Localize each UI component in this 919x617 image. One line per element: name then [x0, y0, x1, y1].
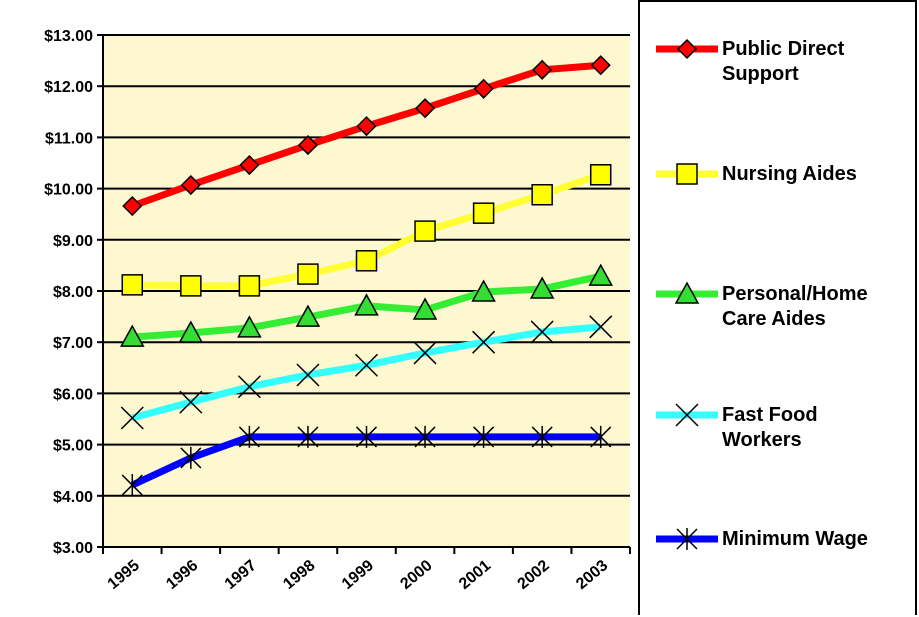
legend: Public Direct Support Nursing Aides Person…: [638, 0, 917, 615]
marker: [354, 353, 379, 377]
marker: [472, 330, 496, 354]
x-tick-label: 1996: [163, 557, 201, 593]
marker: [674, 281, 700, 304]
marker: [237, 375, 261, 399]
y-tick-label: $5.00: [53, 438, 93, 455]
marker: [529, 276, 555, 299]
marker: [354, 293, 379, 316]
legend-label: Public Direct Support: [722, 37, 845, 85]
y-tick-label: $3.00: [53, 540, 93, 557]
marker: [297, 425, 319, 448]
marker: [179, 390, 203, 414]
marker: [414, 220, 436, 242]
marker: [532, 59, 553, 80]
y-tick-label: $7.00: [53, 335, 93, 352]
x-tick-label: 1995: [105, 557, 143, 593]
x-tick-label: 1997: [222, 557, 260, 593]
y-tick-label: $12.00: [44, 79, 93, 96]
marker: [473, 425, 495, 448]
marker: [295, 304, 321, 327]
marker: [121, 274, 144, 296]
marker: [238, 275, 261, 297]
marker: [297, 263, 319, 285]
marker: [676, 528, 698, 550]
x-tick-label: 2001: [456, 557, 494, 593]
legend-markers: [656, 38, 718, 550]
marker: [473, 78, 494, 99]
marker: [413, 341, 437, 365]
marker: [589, 315, 613, 339]
x-tick-label: 1999: [339, 557, 377, 593]
marker: [121, 474, 143, 497]
marker: [531, 425, 553, 448]
marker: [355, 250, 378, 272]
marker: [238, 425, 260, 448]
marker: [356, 116, 377, 137]
marker: [180, 275, 202, 297]
legend-label: Personal/Home Care Aides: [722, 282, 868, 330]
marker: [472, 202, 495, 224]
y-tick-label: $11.00: [45, 130, 93, 147]
marker: [414, 425, 436, 448]
x-tick-label: 2003: [573, 557, 611, 593]
y-tick-label: $6.00: [53, 386, 93, 403]
marker: [675, 403, 699, 427]
legend-label: Minimum Wage: [722, 527, 868, 550]
x-tick-label: 1998: [280, 557, 318, 593]
x-tick-label: 2002: [515, 557, 553, 593]
marker: [297, 135, 319, 156]
marker: [178, 320, 204, 343]
marker: [589, 164, 612, 186]
marker: [590, 425, 612, 448]
marker: [180, 174, 201, 196]
marker: [676, 163, 698, 185]
plot: $3.00 $4.00 $5.00 $6.00 $7.00 $8.00 $9.00 $10.0…: [44, 28, 631, 593]
marker: [237, 315, 262, 338]
marker: [296, 363, 320, 387]
marker: [590, 55, 611, 76]
marker: [120, 324, 145, 347]
y-tick-label: $10.00: [44, 182, 93, 199]
marker: [676, 38, 698, 60]
y-tick-label: $13.00: [44, 28, 93, 45]
marker: [122, 195, 143, 217]
legend-label: Nursing Aides: [722, 162, 857, 185]
marker: [239, 154, 260, 176]
marker: [471, 279, 496, 302]
marker: [180, 446, 202, 469]
marker: [120, 406, 144, 430]
y-tick-label: $4.00: [53, 489, 93, 506]
y-tick-label: $9.00: [53, 233, 93, 250]
marker: [530, 320, 554, 344]
marker: [412, 297, 438, 320]
marker: [588, 263, 613, 286]
marker: [355, 425, 378, 448]
x-tick-label: 2000: [397, 557, 435, 593]
marker: [414, 98, 436, 119]
legend-label: Fast Food Workers: [722, 403, 818, 451]
y-tick-label: $8.00: [53, 284, 93, 301]
marker: [531, 183, 553, 206]
